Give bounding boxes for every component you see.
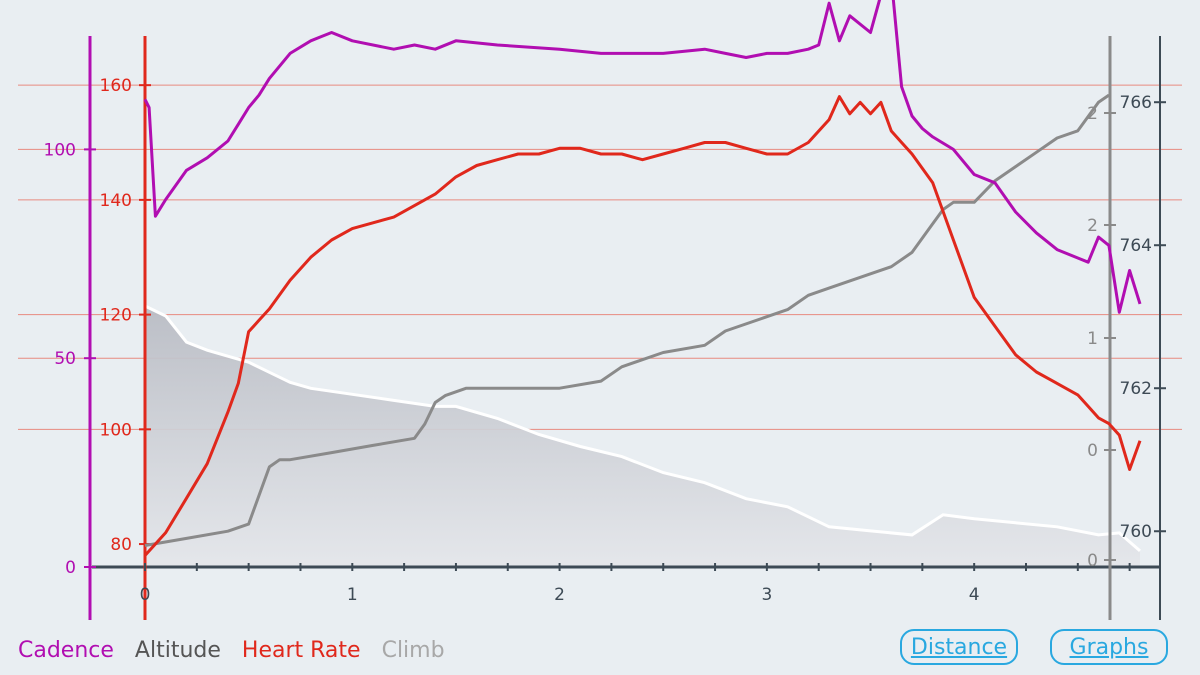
x-tick-label-0: 0 bbox=[140, 585, 151, 605]
series-line-altitude bbox=[144, 93, 1110, 547]
x-tick-label-3: 3 bbox=[761, 585, 772, 605]
altitude-tick-label-0: 760 bbox=[1120, 522, 1152, 542]
chart: 0 1 2 3 4 0 50 100 80 100 120 140 160 0 0 1 2 2 760 762 764 7… bbox=[18, 0, 1182, 620]
climb-tick-label-4: 2 bbox=[1087, 104, 1098, 124]
x-tick-label-2: 2 bbox=[554, 585, 565, 605]
x-tick-label-4: 4 bbox=[969, 585, 980, 605]
climb-tick-label-1: 0 bbox=[1087, 441, 1098, 461]
cadence-tick-label-2: 100 bbox=[44, 140, 76, 160]
series-line-cadence bbox=[143, 0, 1142, 314]
climb-area bbox=[144, 304, 1141, 567]
x-tick-label-1: 1 bbox=[347, 585, 358, 605]
heart-rate-tick-label-1: 100 bbox=[100, 420, 132, 440]
heart-rate-tick-label-4: 160 bbox=[100, 76, 132, 96]
altitude-tick-label-2: 764 bbox=[1120, 236, 1152, 256]
climb-tick-label-3: 2 bbox=[1087, 216, 1098, 236]
heart-rate-tick-label-2: 120 bbox=[100, 306, 132, 326]
series-lines bbox=[143, 0, 1142, 557]
series-line-heart-rate bbox=[143, 95, 1142, 557]
heart-rate-tick-label-3: 140 bbox=[100, 191, 132, 211]
cadence-tick-label-0: 0 bbox=[65, 558, 76, 578]
climb-tick-label-0: 0 bbox=[1087, 551, 1098, 571]
altitude-tick-label-3: 766 bbox=[1120, 93, 1152, 113]
legend-item-heart-rate: Heart Rate bbox=[241, 638, 361, 663]
altitude-tick-label-1: 762 bbox=[1120, 379, 1152, 399]
legend-item-climb: Climb bbox=[381, 638, 445, 663]
cadence-tick-label-1: 50 bbox=[54, 349, 76, 369]
legend: Cadence Altitude Heart Rate Climb bbox=[18, 638, 459, 663]
heart-rate-tick-label-0: 80 bbox=[110, 535, 132, 555]
legend-item-altitude: Altitude bbox=[134, 638, 221, 663]
graphs-button[interactable]: Graphs bbox=[1050, 629, 1168, 665]
climb-tick-label-2: 1 bbox=[1087, 329, 1098, 349]
axes bbox=[84, 36, 1166, 620]
climb-line bbox=[144, 304, 1141, 553]
tick-labels: 0 1 2 3 4 0 50 100 80 100 120 140 160 0 0 1 2 2 760 762 764 7… bbox=[44, 76, 1152, 605]
legend-item-cadence: Cadence bbox=[18, 638, 114, 663]
distance-button[interactable]: Distance bbox=[900, 629, 1018, 665]
climb-area-fill bbox=[145, 306, 1140, 567]
